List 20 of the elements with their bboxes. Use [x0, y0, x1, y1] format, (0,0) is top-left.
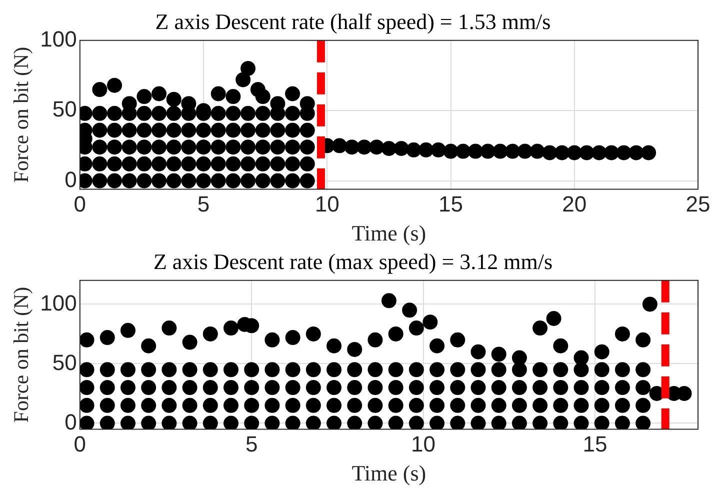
x-tick-label: 15 — [582, 431, 608, 456]
x-axis-title: Time (s) — [352, 220, 426, 246]
x-axis-title: Time (s) — [352, 460, 426, 486]
x-tick-label: 25 — [686, 191, 710, 216]
x-tick-label: 10 — [411, 431, 436, 456]
y-axis-title: Force on bit (N) — [9, 46, 34, 183]
x-tick-label: 20 — [562, 191, 587, 216]
y-tick-label: 100 — [40, 26, 77, 52]
y-tick-label: 50 — [52, 96, 77, 122]
y-axis-title: Force on bit (N) — [9, 286, 34, 423]
y-tick-label: 0 — [64, 409, 77, 434]
y-tick-label: 0 — [64, 166, 77, 192]
y-tick-label: 100 — [40, 290, 77, 316]
x-tick-label: 10 — [314, 191, 340, 216]
y-tick-label: 50 — [52, 350, 77, 375]
chart-title: Z axis Descent rate (max speed) = 3.12 mm/s — [153, 248, 553, 274]
x-tick-label: 15 — [438, 191, 464, 216]
x-tick-label: 5 — [245, 431, 258, 456]
x-tick-label: 5 — [197, 191, 210, 216]
chart-title: Z axis Descent rate (half speed) = 1.53 mm/s — [155, 8, 551, 34]
